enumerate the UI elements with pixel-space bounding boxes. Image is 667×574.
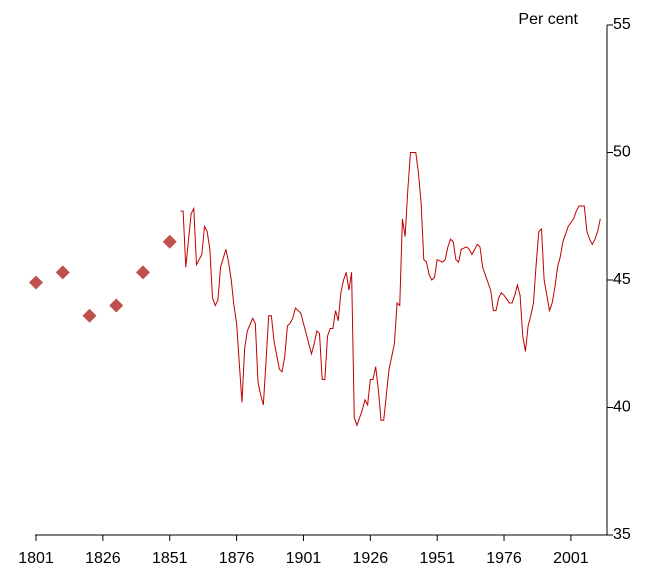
y-axis-label: Per cent xyxy=(518,11,578,28)
line xyxy=(180,152,601,427)
point xyxy=(82,308,97,323)
x-tick-label: 1876 xyxy=(219,550,255,567)
x-tick-label: 1951 xyxy=(419,550,455,567)
point xyxy=(29,275,44,290)
y-tick-label: 50 xyxy=(613,144,631,161)
point xyxy=(55,265,70,280)
x-tick-label: 1801 xyxy=(18,550,54,567)
x-tick-label: 1976 xyxy=(486,550,522,567)
y-tick-label: 35 xyxy=(613,526,631,543)
point xyxy=(109,298,124,313)
point xyxy=(162,234,177,249)
x-tick-label: 1926 xyxy=(353,550,389,567)
point xyxy=(135,265,150,280)
x-tick-label: 1851 xyxy=(152,550,188,567)
y-tick-label: 55 xyxy=(613,16,631,33)
x-tick-label: 2001 xyxy=(553,550,589,567)
y-tick-label: 45 xyxy=(613,271,631,288)
y-tick-label: 40 xyxy=(613,399,631,416)
x-tick-label: 1901 xyxy=(286,550,322,567)
x-tick-label: 1826 xyxy=(85,550,121,567)
